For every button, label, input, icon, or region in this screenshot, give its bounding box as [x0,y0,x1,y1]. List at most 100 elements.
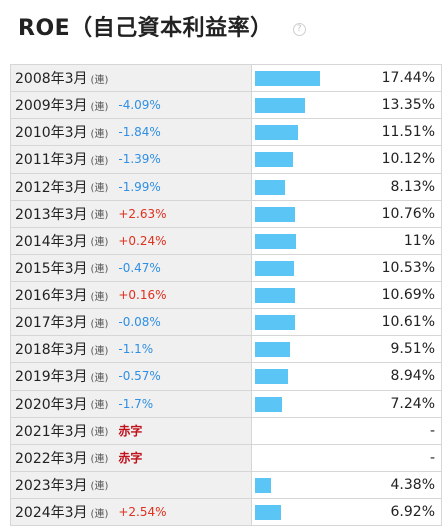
deficit-label: 赤字 [118,451,143,466]
roe-bar [255,260,295,276]
table-row: 2023年3月 (連) 4.38% [10,471,442,499]
table-row: 2009年3月 (連) -4.09% 13.35% [10,92,442,120]
row-label-cell: 2009年3月 (連) -4.09% [10,92,252,119]
roe-bar [255,233,296,249]
row-label-cell: 2022年3月 (連) 赤字 [10,444,252,471]
change-label: -0.08% [118,315,161,330]
row-label-cell: 2008年3月 (連) [10,65,252,92]
fiscal-year-label: 2013年3月 [15,206,88,223]
fiscal-year-label: 2016年3月 [15,288,88,305]
roe-bar [255,369,289,385]
row-label-cell: 2021年3月 (連) 赤字 [10,417,252,444]
row-value-cell: - [252,444,442,471]
roe-bar [255,179,286,195]
row-label-cell: 2016年3月 (連) +0.16% [10,282,252,309]
row-value-cell: 10.76% [252,200,442,227]
row-value-cell: 9.51% [252,336,442,363]
consolidated-label: (連) [90,508,109,520]
change-label: -4.09% [118,98,161,113]
question-circle-icon[interactable]: ? [292,22,306,36]
roe-bar [255,98,305,114]
fiscal-year-label: 2011年3月 [15,152,88,169]
roe-bar [255,206,296,222]
roe-bar [255,288,295,303]
table-row: 2019年3月 (連) -0.57% 8.94% [10,363,442,391]
change-label: -1.7% [118,396,154,411]
roe-value: 11.51% [381,124,435,141]
consolidated-label: (連) [90,291,109,303]
change-label: -1.84% [118,125,161,140]
fiscal-year-label: 2021年3月 [15,423,88,440]
roe-value: 10.69% [381,287,435,304]
change-label: -1.99% [118,179,161,194]
row-value-cell: 6.92% [252,499,442,526]
roe-bar [255,342,291,358]
table-row: 2008年3月 (連) 17.44% [10,65,442,93]
row-label-cell: 2023年3月 (連) [10,471,252,498]
row-value-cell: 10.12% [252,146,442,173]
roe-bar [255,315,295,331]
row-value-cell: 8.13% [252,173,442,200]
roe-value: 13.35% [381,97,435,114]
roe-value: 7.24% [390,395,435,412]
table-row: 2014年3月 (連) +0.24% 11% [10,227,442,255]
page-title: ROE（自己資本利益率） [18,16,273,41]
change-label: +2.63% [118,206,167,221]
row-label-cell: 2018年3月 (連) -1.1% [10,336,252,363]
consolidated-label: (連) [90,128,109,140]
table-row: 2017年3月 (連) -0.08% 10.61% [10,309,442,337]
roe-bar [255,71,320,86]
consolidated-label: (連) [90,210,109,222]
table-row: 2012年3月 (連) -1.99% 8.13% [10,173,442,201]
fiscal-year-label: 2009年3月 [15,98,88,115]
fiscal-year-label: 2017年3月 [15,315,88,332]
fiscal-year-label: 2019年3月 [15,369,88,386]
fiscal-year-label: 2023年3月 [15,477,88,494]
row-value-cell: 17.44% [252,65,442,92]
consolidated-label: (連) [90,101,109,113]
consolidated-label: (連) [90,481,109,493]
table-row: 2013年3月 (連) +2.63% 10.76% [10,200,442,228]
fiscal-year-label: 2012年3月 [15,179,88,196]
row-value-cell: 10.61% [252,309,442,336]
change-label: -1.39% [118,152,161,167]
change-label: -0.47% [118,260,161,275]
row-value-cell: 4.38% [252,471,442,498]
consolidated-label: (連) [90,427,109,439]
row-value-cell: 7.24% [252,390,442,417]
row-value-cell: 8.94% [252,363,442,390]
roe-value: 10.76% [381,205,435,222]
table-row: 2020年3月 (連) -1.7% 7.24% [10,390,442,418]
roe-value: 4.38% [390,476,435,493]
change-label: +2.54% [118,505,167,520]
row-value-cell: 10.53% [252,254,442,281]
roe-bar [255,505,281,520]
roe-value: 8.94% [390,368,435,385]
consolidated-label: (連) [90,264,109,276]
row-label-cell: 2020年3月 (連) -1.7% [10,390,252,417]
consolidated-label: (連) [90,345,109,357]
roe-value: 8.13% [390,178,435,195]
change-label: -1.1% [118,342,154,357]
roe-bar [255,152,293,168]
row-value-cell: 13.35% [252,92,442,119]
table-row: 2016年3月 (連) +0.16% 10.69% [10,282,442,310]
roe-value: 6.92% [390,504,435,521]
row-label-cell: 2014年3月 (連) +0.24% [10,227,252,254]
row-value-cell: 11.51% [252,119,442,146]
roe-value: - [429,422,435,439]
row-label-cell: 2015年3月 (連) -0.47% [10,254,252,281]
consolidated-label: (連) [90,372,109,384]
consolidated-label: (連) [90,318,109,330]
fiscal-year-label: 2014年3月 [15,233,88,250]
row-value-cell: 11% [252,227,442,254]
table-row: 2024年3月 (連) +2.54% 6.92% [10,499,442,527]
fiscal-year-label: 2018年3月 [15,342,88,359]
roe-value: 10.61% [381,314,435,331]
row-label-cell: 2019年3月 (連) -0.57% [10,363,252,390]
row-label-cell: 2024年3月 (連) +2.54% [10,499,252,526]
consolidated-label: (連) [90,183,109,195]
fiscal-year-label: 2015年3月 [15,260,88,277]
row-value-cell: - [252,417,442,444]
roe-value: 17.44% [381,70,435,87]
